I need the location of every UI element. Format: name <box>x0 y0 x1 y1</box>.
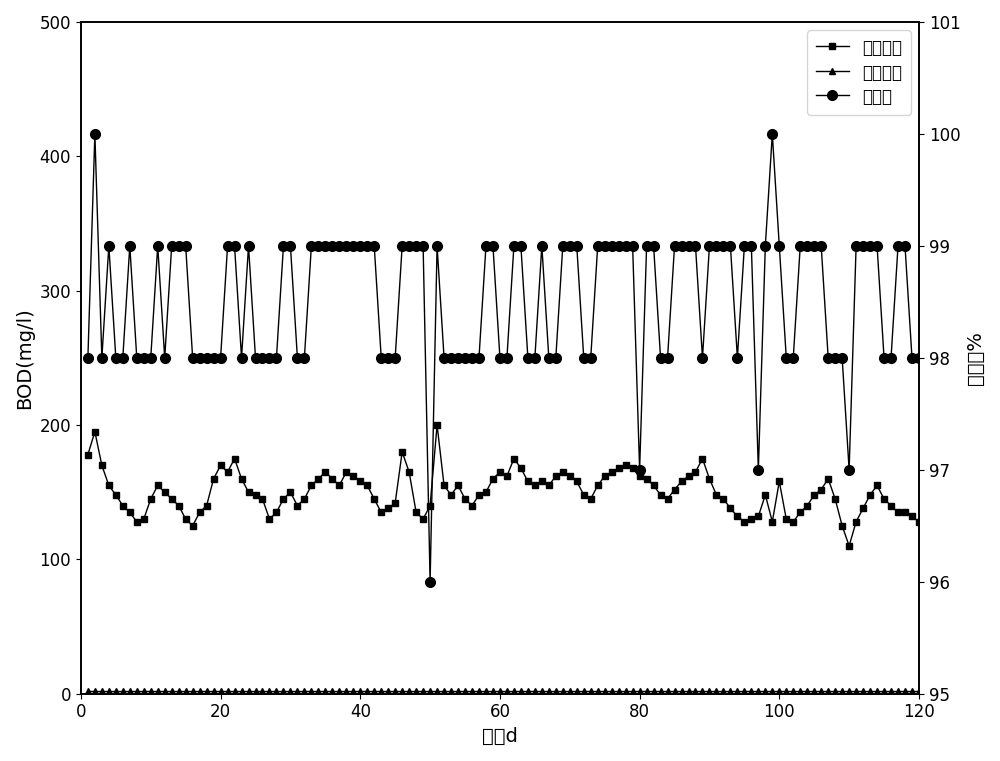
去除率 <box>557 241 569 250</box>
Line: 出水浓度: 出水浓度 <box>85 688 922 694</box>
出水浓度 <box>913 686 925 696</box>
Line: 进水浓度: 进水浓度 <box>84 422 922 549</box>
去除率 <box>82 353 94 362</box>
出水浓度 <box>543 686 555 696</box>
出水浓度 <box>305 686 317 696</box>
去除率 <box>89 129 101 139</box>
去除率 <box>752 465 764 474</box>
Y-axis label: 去除率%: 去除率% <box>966 331 985 385</box>
出水浓度 <box>655 686 667 696</box>
进水浓度 <box>256 495 268 504</box>
出水浓度 <box>885 686 897 696</box>
出水浓度 <box>82 686 94 696</box>
进水浓度 <box>82 450 94 459</box>
Legend: 进水浓度, 出水浓度, 去除率: 进水浓度, 出水浓度, 去除率 <box>807 30 911 115</box>
进水浓度 <box>431 421 443 430</box>
去除率 <box>424 577 436 586</box>
去除率 <box>263 353 275 362</box>
去除率 <box>312 241 324 250</box>
去除率 <box>913 353 925 362</box>
进水浓度 <box>745 514 757 524</box>
X-axis label: 时间d: 时间d <box>482 727 518 746</box>
进水浓度 <box>913 517 925 527</box>
出水浓度 <box>256 686 268 696</box>
Line: 去除率: 去除率 <box>83 129 924 587</box>
去除率 <box>899 241 911 250</box>
Y-axis label: BOD(mg/l): BOD(mg/l) <box>15 307 34 409</box>
进水浓度 <box>899 508 911 517</box>
出水浓度 <box>738 686 750 696</box>
进水浓度 <box>550 472 562 481</box>
进水浓度 <box>662 495 674 504</box>
去除率 <box>669 241 681 250</box>
进水浓度 <box>843 541 855 550</box>
进水浓度 <box>305 481 317 490</box>
